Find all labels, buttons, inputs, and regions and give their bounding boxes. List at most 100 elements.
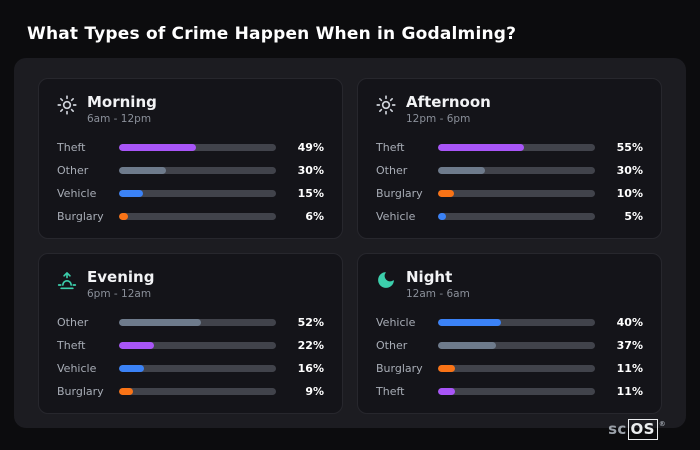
bar-track	[119, 213, 276, 220]
crime-percent: 22%	[297, 339, 324, 352]
card-subtitle: 12am - 6am	[406, 288, 470, 300]
time-card-night: Night 12am - 6am Vehicle 40% Other 37% Burgl…	[357, 253, 662, 414]
bar-fill	[438, 213, 446, 220]
moon-icon	[376, 270, 396, 290]
crime-percent: 55%	[616, 141, 643, 154]
bar-fill	[119, 342, 154, 349]
bar-track	[119, 190, 276, 197]
time-card-afternoon: Afternoon 12pm - 6pm Theft 55% Other 30% Bur…	[357, 78, 662, 239]
bar-fill	[119, 388, 134, 395]
crime-percent: 11%	[616, 362, 643, 375]
crime-percent: 37%	[616, 339, 643, 352]
crime-times-panel: Morning 6am - 12pm Theft 49% Other 30% Vehic…	[14, 58, 686, 428]
crime-label: Other	[376, 164, 408, 177]
crime-row: Burglary 10%	[376, 186, 643, 201]
crime-percent: 15%	[297, 187, 324, 200]
card-header: Night 12am - 6am	[376, 268, 643, 300]
card-header-text: Afternoon 12pm - 6pm	[406, 93, 491, 125]
crime-label: Vehicle	[57, 362, 97, 375]
crime-percent: 30%	[297, 164, 324, 177]
bar-fill	[438, 388, 456, 395]
crime-label: Theft	[57, 141, 86, 154]
crime-label: Other	[57, 316, 89, 329]
crime-percent: 11%	[616, 385, 643, 398]
time-card-evening: Evening 6pm - 12am Other 52% Theft 22% Vehic…	[38, 253, 343, 414]
bar-fill	[119, 144, 196, 151]
card-title: Night	[406, 268, 453, 286]
bar-fill	[438, 144, 525, 151]
bar-fill	[438, 319, 501, 326]
crime-label: Burglary	[57, 385, 104, 398]
bar-fill	[438, 190, 454, 197]
bar-track	[119, 319, 276, 326]
registered-mark: ®	[658, 420, 666, 428]
crime-row: Burglary 11%	[376, 361, 643, 376]
scos-logo: sc OS ®	[608, 419, 666, 440]
crime-label: Other	[376, 339, 408, 352]
logo-suffix: OS	[627, 419, 658, 440]
crime-row: Other 30%	[57, 163, 324, 178]
crime-row: Other 52%	[57, 315, 324, 330]
bar-fill	[119, 190, 143, 197]
bar-track	[119, 144, 276, 151]
crime-label: Vehicle	[376, 316, 416, 329]
bar-fill	[438, 167, 486, 174]
card-header: Morning 6am - 12pm	[57, 93, 324, 125]
cards-grid: Morning 6am - 12pm Theft 49% Other 30% Vehic…	[38, 78, 662, 414]
crime-label: Theft	[57, 339, 86, 352]
crime-label: Vehicle	[376, 210, 416, 223]
crime-row: Other 37%	[376, 338, 643, 353]
crime-label: Burglary	[376, 362, 423, 375]
card-title: Morning	[87, 93, 157, 111]
sunset-icon	[57, 270, 77, 290]
crime-row: Burglary 6%	[57, 209, 324, 224]
card-subtitle: 6pm - 12am	[87, 288, 152, 300]
bar-fill	[438, 342, 497, 349]
crime-row: Theft 49%	[57, 140, 324, 155]
crime-label: Other	[57, 164, 89, 177]
crime-percent: 40%	[616, 316, 643, 329]
bar-track	[119, 342, 276, 349]
crime-row: Vehicle 40%	[376, 315, 643, 330]
crime-label: Burglary	[57, 210, 104, 223]
crime-percent: 49%	[297, 141, 324, 154]
crime-row: Other 30%	[376, 163, 643, 178]
crime-percent: 52%	[297, 316, 324, 329]
crime-percent: 6%	[305, 210, 324, 223]
sun-icon	[376, 95, 396, 115]
bar-track	[438, 144, 595, 151]
crime-percent: 30%	[616, 164, 643, 177]
crime-percent: 9%	[305, 385, 324, 398]
bar-track	[438, 190, 595, 197]
crime-rows: Theft 49% Other 30% Vehicle 15% Burglary 6%	[57, 140, 324, 224]
crime-rows: Other 52% Theft 22% Vehicle 16% Burglary 9%	[57, 315, 324, 399]
bar-fill	[119, 213, 129, 220]
crime-row: Vehicle 5%	[376, 209, 643, 224]
crime-percent: 16%	[297, 362, 324, 375]
crime-row: Theft 22%	[57, 338, 324, 353]
card-header: Afternoon 12pm - 6pm	[376, 93, 643, 125]
crime-row: Theft 11%	[376, 384, 643, 399]
card-title: Afternoon	[406, 93, 491, 111]
card-subtitle: 6am - 12pm	[87, 113, 152, 125]
crime-row: Burglary 9%	[57, 384, 324, 399]
logo-prefix: sc	[608, 420, 627, 438]
card-header-text: Night 12am - 6am	[406, 268, 470, 300]
bar-track	[438, 319, 595, 326]
page-title: What Types of Crime Happen When in Godal…	[27, 24, 517, 44]
bar-fill	[119, 365, 145, 372]
bar-track	[438, 167, 595, 174]
bar-fill	[119, 167, 167, 174]
crime-percent: 5%	[624, 210, 643, 223]
crime-label: Theft	[376, 385, 405, 398]
crime-label: Burglary	[376, 187, 423, 200]
crime-row: Vehicle 15%	[57, 186, 324, 201]
crime-percent: 10%	[616, 187, 643, 200]
bar-fill	[438, 365, 456, 372]
sun-icon	[57, 95, 77, 115]
bar-track	[119, 167, 276, 174]
crime-row: Theft 55%	[376, 140, 643, 155]
bar-track	[438, 342, 595, 349]
crime-rows: Vehicle 40% Other 37% Burglary 11% Theft 11%	[376, 315, 643, 399]
card-subtitle: 12pm - 6pm	[406, 113, 471, 125]
